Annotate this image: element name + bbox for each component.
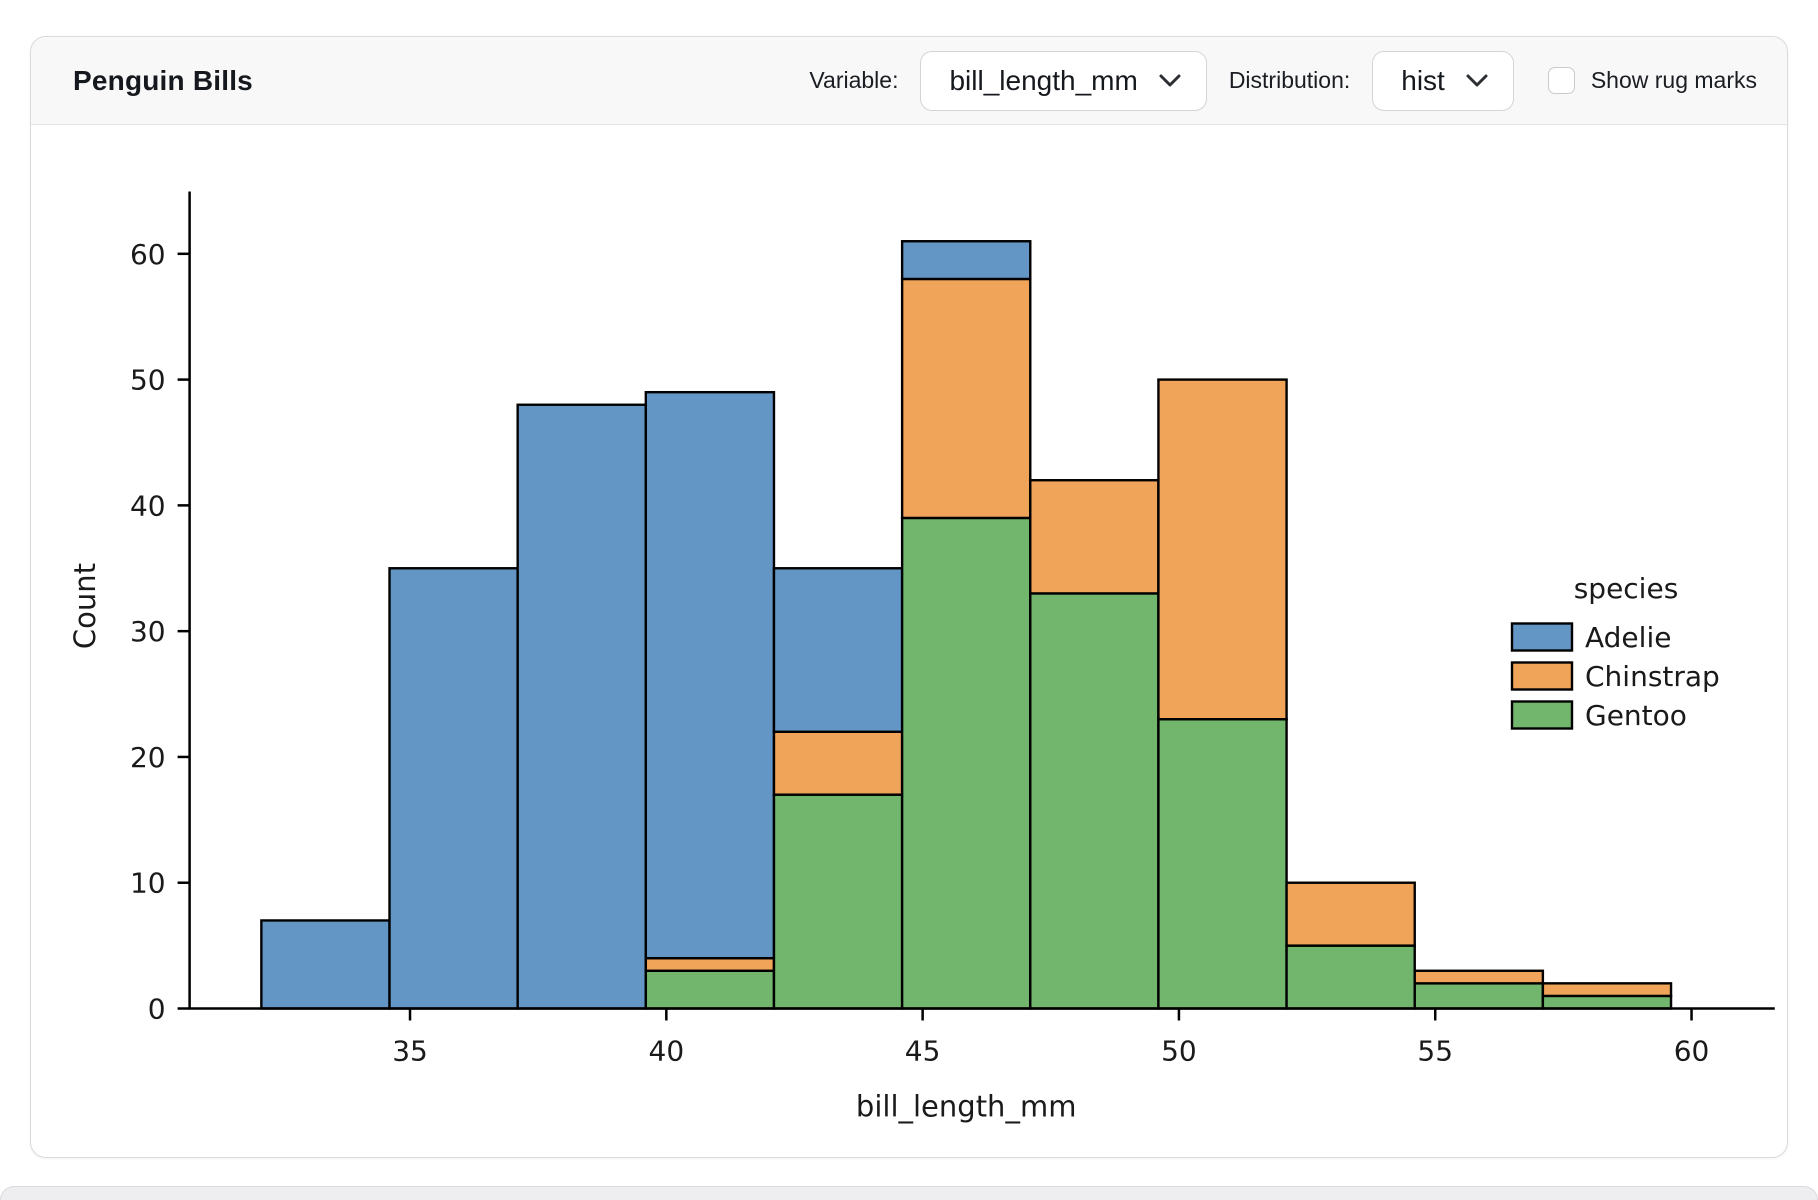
bar-segment-chinstrap-bin9 [1285,881,1416,947]
bar-segment-gentoo-bin10 [1413,982,1545,1010]
legend-label-chinstrap: Chinstrap [1585,660,1720,693]
show-rug-marks-checkbox[interactable] [1547,67,1575,94]
chart-area: 35 40 45 50 55 60 0 10 20 30 40 50 60 bill_length_mm C… [31,125,1787,1157]
bar-segment-chinstrap-bin11 [1541,982,1673,998]
x-tick-label: 40 [649,1035,685,1068]
bar-segment-chinstrap-bin7 [1029,479,1160,595]
x-tick-label: 45 [905,1035,941,1068]
chevron-down-icon [1466,74,1488,86]
x-tick-label: 50 [1161,1035,1197,1068]
distribution-select-value: hist [1401,64,1445,96]
chevron-down-icon [1159,74,1181,86]
bar-segment-adelie-bin4 [644,390,776,960]
bar-segment-chinstrap-bin5 [772,730,904,796]
x-axis-label: bill_length_mm [856,1090,1077,1124]
bar-segment-adelie-bin2 [388,567,519,1010]
bar-segment-gentoo-bin7 [1029,592,1160,1010]
y-tick-label: 30 [130,615,166,648]
x-tick-label: 35 [392,1035,428,1068]
distribution-label: Distribution: [1228,67,1351,93]
variable-select-value: bill_length_mm [949,64,1138,96]
legend-swatch-gentoo [1510,700,1574,730]
bar-segment-adelie-bin1 [260,919,391,1010]
y-tick-label: 50 [130,364,166,397]
bar-segment-gentoo-bin9 [1285,944,1416,1010]
bar-segment-gentoo-bin4 [644,969,776,1010]
partial-bottom-card [0,1186,1818,1200]
rug-marks-control: Show rug marks [1547,67,1757,94]
variable-label: Variable: [809,67,899,93]
bar-segment-chinstrap-bin10 [1413,969,1545,985]
show-rug-marks-label: Show rug marks [1590,67,1757,93]
bar-segment-gentoo-bin8 [1157,718,1288,1010]
bar-segment-adelie-bin3 [516,403,648,1010]
y-tick-label: 20 [130,741,166,774]
y-tick-label: 0 [148,993,166,1026]
bar-segment-adelie-bin6 [900,240,1032,281]
y-axis-label: Count [68,563,102,649]
legend-label-adelie: Adelie [1585,621,1671,654]
legend-title: species [1574,572,1679,605]
header-controls: Variable: bill_length_mm Distribution: h… [809,50,1757,111]
bar-segment-gentoo-bin6 [900,516,1032,1010]
card-header: Penguin Bills Variable: bill_length_mm D… [31,37,1787,125]
x-tick-label: 55 [1417,1035,1453,1068]
card-title: Penguin Bills [73,64,253,96]
bar-segment-chinstrap-bin4 [644,956,776,972]
x-tick-label: 60 [1674,1035,1710,1068]
legend-swatch-chinstrap [1510,661,1574,691]
legend-swatch-adelie [1510,622,1574,652]
distribution-select[interactable]: hist [1372,50,1514,111]
y-tick-label: 10 [130,867,166,900]
bar-segment-adelie-bin5 [772,567,904,733]
stacked-histogram-chart: 35 40 45 50 55 60 0 10 20 30 40 50 60 bill_length_mm C… [68,191,1775,1124]
bar-segment-gentoo-bin5 [772,793,904,1010]
variable-select[interactable]: bill_length_mm [920,50,1207,111]
y-tick-label: 40 [130,489,166,522]
bar-segment-chinstrap-bin6 [900,277,1032,520]
bar-segment-gentoo-bin11 [1541,994,1673,1010]
y-tick-label: 60 [130,238,166,271]
legend-label-gentoo: Gentoo [1585,699,1687,732]
bar-segment-chinstrap-bin8 [1157,378,1288,721]
penguin-bills-card: Penguin Bills Variable: bill_length_mm D… [30,36,1788,1158]
